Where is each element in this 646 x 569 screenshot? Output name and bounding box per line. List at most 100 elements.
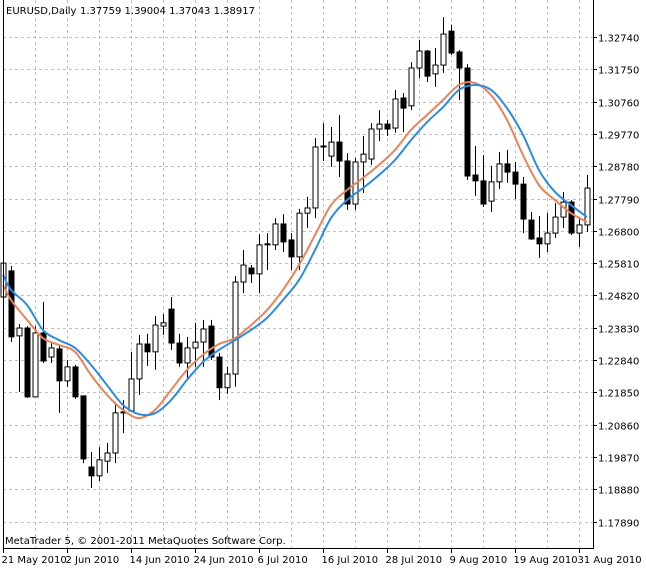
candle	[432, 48, 439, 87]
bullish-candle-body	[104, 452, 111, 462]
bullish-candle-body	[232, 281, 239, 375]
candle	[544, 213, 551, 253]
bullish-candle-body	[576, 224, 583, 234]
candle	[88, 452, 95, 488]
candle	[240, 250, 247, 294]
bearish-candle-body	[512, 171, 519, 185]
candle	[416, 39, 423, 79]
candle	[224, 366, 231, 394]
copyright-notice: MetaTrader 5, © 2001-2011 MetaQuotes Sof…	[5, 536, 286, 547]
bullish-candle-body	[200, 328, 207, 343]
bearish-candle-body	[336, 141, 343, 162]
candle	[96, 447, 103, 482]
bullish-candle-body	[488, 181, 495, 202]
bearish-candle-body	[72, 366, 79, 398]
price-tick-label: 1.21850	[598, 389, 639, 400]
candle	[312, 138, 319, 219]
bullish-candle-body	[160, 322, 167, 327]
candle	[328, 127, 335, 167]
bullish-candle-body	[552, 216, 559, 234]
candle	[504, 149, 511, 183]
candle	[216, 352, 223, 401]
candle	[112, 402, 119, 464]
candle	[80, 395, 87, 464]
candle	[360, 135, 367, 193]
candle	[208, 319, 215, 361]
bullish-candle-body	[64, 366, 71, 382]
candle	[392, 89, 399, 133]
bullish-candle-body	[376, 123, 383, 130]
bearish-candle-body	[536, 237, 543, 245]
bullish-candle-body	[224, 373, 231, 389]
candle	[368, 123, 375, 165]
candle	[136, 334, 143, 395]
moving-averages	[2, 81, 588, 420]
moving-average-blue-line	[2, 83, 588, 417]
time-tick-label: 21 May 2010	[2, 555, 67, 566]
bearish-candle-body	[56, 348, 63, 382]
bearish-candle-body	[448, 30, 455, 54]
candle	[552, 203, 559, 238]
bullish-candle-body	[240, 264, 247, 283]
candle	[248, 265, 255, 284]
candle	[488, 165, 495, 212]
candle	[144, 333, 151, 366]
candle	[584, 175, 591, 233]
bullish-candle-body	[544, 232, 551, 245]
bullish-candle-body	[296, 212, 303, 258]
candle	[536, 216, 543, 258]
bullish-candle-body	[48, 347, 55, 358]
bearish-candle-body	[176, 342, 183, 364]
price-tick-label: 1.27790	[598, 196, 639, 207]
bullish-candle-body	[128, 378, 135, 412]
bullish-candle-body	[416, 50, 423, 69]
candle	[232, 276, 239, 387]
candle	[296, 208, 303, 270]
candle	[160, 313, 167, 335]
bullish-candle-body	[192, 341, 199, 349]
price-tick-label: 1.28780	[598, 163, 639, 174]
candle	[176, 333, 183, 367]
candle	[472, 145, 479, 196]
price-axis[interactable]: 1.32740 1.31750 1.30760 1.29770 1.28780 1.277…	[593, 34, 639, 530]
time-tick-label: 14 Jun 2010	[130, 555, 190, 566]
candle	[376, 110, 383, 142]
candle	[48, 343, 55, 363]
price-tick-label: 1.26800	[598, 228, 639, 239]
bearish-candle-body	[216, 356, 223, 389]
candle	[288, 233, 295, 270]
chart-symbol-timeframe: EURUSD,Daily	[6, 6, 77, 17]
price-tick-label: 1.22840	[598, 357, 639, 368]
candle	[512, 161, 519, 200]
candle	[480, 155, 487, 207]
candle	[280, 214, 287, 253]
bearish-candle-body	[288, 239, 295, 258]
time-tick-label: 9 Aug 2010	[450, 555, 508, 566]
price-tick-label: 1.24820	[598, 292, 639, 303]
bearish-candle-body	[568, 201, 575, 234]
candle	[424, 50, 431, 83]
time-tick-label: 19 Aug 2010	[514, 555, 578, 566]
candle	[384, 119, 391, 136]
bullish-candle-body	[136, 343, 143, 380]
candles	[0, 17, 591, 488]
candle	[576, 217, 583, 248]
candle	[64, 360, 71, 387]
bullish-candle-body	[152, 324, 159, 353]
candle	[456, 50, 463, 100]
bullish-candle-body	[32, 332, 39, 398]
bearish-candle-body	[456, 51, 463, 69]
bearish-candle-body	[24, 327, 31, 398]
bullish-candle-body	[304, 207, 311, 214]
candle	[40, 301, 47, 363]
candle	[264, 233, 271, 270]
candle	[336, 114, 343, 177]
candle	[16, 324, 23, 392]
price-tick-label: 1.17890	[598, 519, 639, 530]
candle	[496, 151, 503, 190]
candle	[520, 176, 527, 234]
bullish-candle-body	[256, 244, 263, 275]
bullish-candle-body	[328, 141, 335, 157]
